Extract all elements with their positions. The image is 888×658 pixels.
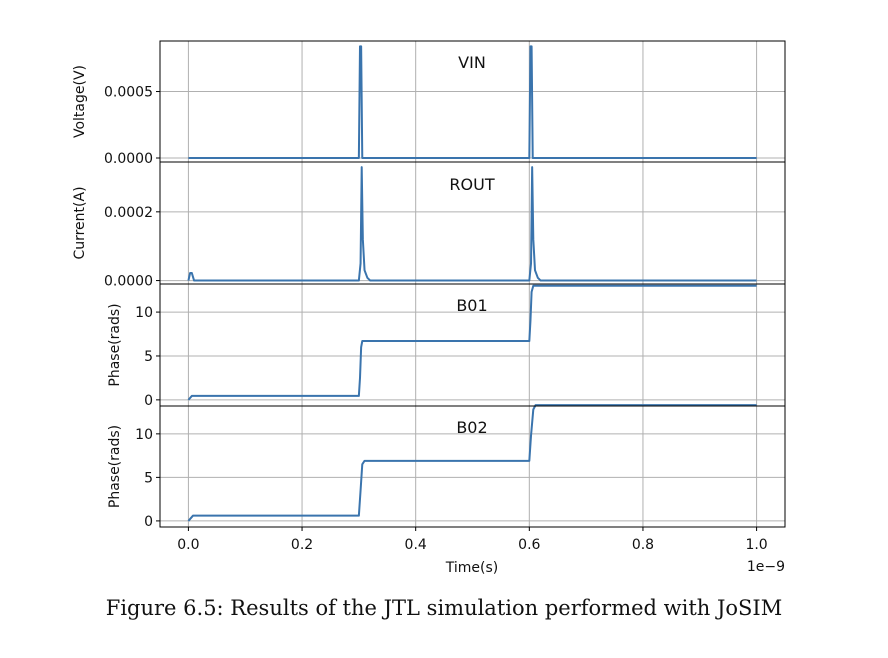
series-line-vin <box>188 45 757 160</box>
panel-frame <box>159 405 786 528</box>
x-axis: 0.0 0.2 0.4 0.6 0.8 1.0 <box>177 527 768 553</box>
y-tick-label: 0.0005 <box>104 85 153 101</box>
x-tick-label: 0.4 <box>405 537 427 553</box>
y-tick-label: 5 <box>144 470 153 486</box>
y-axis-label: Phase(rads) <box>107 425 123 508</box>
panel-title: B02 <box>456 418 487 437</box>
panel-title: ROUT <box>449 175 494 194</box>
x-tick-label: 0.8 <box>632 537 654 553</box>
y-axis-label: Current(A) <box>72 186 88 259</box>
y-axis-label: Phase(rads) <box>107 303 123 386</box>
figure-caption: Figure 6.5: Results of the JTL simulatio… <box>105 596 783 620</box>
x-tick-label: 0.6 <box>518 537 540 553</box>
y-tick-label: 0.0002 <box>104 205 153 221</box>
panel-title: VIN <box>458 53 486 72</box>
x-tick-label: 0.2 <box>291 537 313 553</box>
panel-b02: 0 5 10 B02 Phase(rads) <box>107 404 786 530</box>
series-line-rout <box>187 166 757 282</box>
y-tick-label: 0.0000 <box>104 274 153 290</box>
panel-title: B01 <box>456 296 487 315</box>
x-axis-label: Time(s) <box>445 560 498 576</box>
y-tick-label: 10 <box>135 305 153 321</box>
series-line-b02 <box>187 404 757 522</box>
x-tick-label: 0.0 <box>177 537 199 553</box>
chart-panels: 0.0000 0.0005 VIN Voltage(V) 0.0000 0.0002 ROU… <box>72 40 786 530</box>
y-tick-label: 0 <box>144 514 153 530</box>
y-tick-label: 5 <box>144 349 153 365</box>
y-tick-label: 0.0000 <box>104 151 153 167</box>
x-tick-label: 1.0 <box>745 537 767 553</box>
series-line-b01 <box>187 284 757 401</box>
panel-vin: 0.0000 0.0005 VIN Voltage(V) <box>72 40 786 167</box>
panel-b01: 0 5 10 B01 Phase(rads) <box>107 283 786 409</box>
x-axis-offset-label: 1e−9 <box>747 559 785 575</box>
y-tick-label: 0 <box>144 393 153 409</box>
y-axis-label: Voltage(V) <box>72 65 88 138</box>
y-tick-label: 10 <box>135 427 153 443</box>
panel-rout: 0.0000 0.0002 ROUT Current(A) <box>72 161 786 290</box>
